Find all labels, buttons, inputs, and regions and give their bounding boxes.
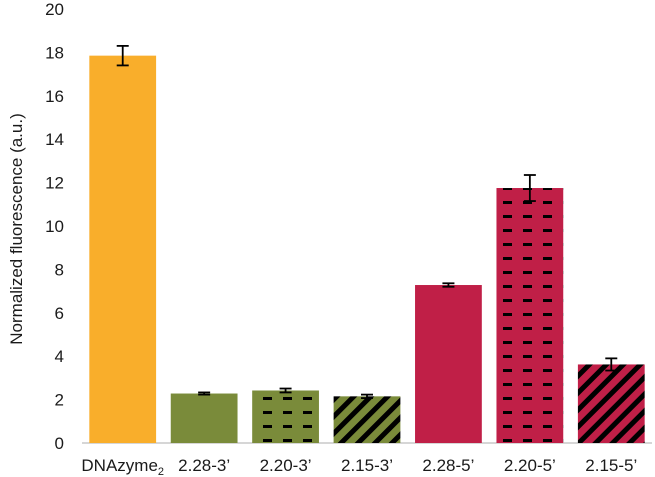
- x-tick-label: 2.28-3’: [178, 456, 230, 475]
- y-tick-label: 8: [55, 260, 64, 279]
- error-bar: [361, 393, 373, 399]
- bar: [252, 390, 319, 443]
- error-bar: [442, 282, 455, 288]
- y-tick-label: 12: [45, 174, 64, 193]
- x-tick-label: 2.20-5’: [504, 456, 556, 475]
- y-tick-label: 18: [45, 43, 64, 62]
- error-bar: [523, 174, 536, 202]
- x-tick-label: 2.28-5’: [422, 456, 474, 475]
- error-bar: [279, 387, 292, 394]
- y-tick-label: 10: [45, 217, 64, 236]
- y-axis-ticks: 0 2 4 6 8 10 12 14 16 18 20: [45, 0, 64, 453]
- y-tick-label: 14: [45, 130, 64, 149]
- bar: [577, 364, 645, 443]
- y-tick-label: 16: [45, 87, 64, 106]
- y-tick-label: 0: [55, 434, 64, 453]
- x-tick-label: 2.15-5’: [585, 456, 637, 475]
- error-bar: [198, 391, 211, 396]
- x-tick-label: 2.15-3’: [341, 456, 393, 475]
- y-axis-label: Normalized fluorescence (a.u.): [7, 113, 26, 344]
- error-bar: [605, 357, 618, 372]
- y-tick-label: 20: [45, 0, 64, 19]
- y-tick-label: 2: [55, 391, 64, 410]
- x-tick-label: 2.20-3’: [260, 456, 312, 475]
- bar: [333, 396, 401, 443]
- bar: [89, 55, 157, 443]
- y-tick-label: 4: [55, 347, 64, 366]
- bars: [89, 55, 645, 443]
- error-bar: [116, 44, 129, 67]
- bar: [170, 393, 238, 443]
- error-bars: [116, 44, 618, 399]
- x-tick-label: DNAzyme2: [81, 456, 164, 477]
- x-axis-tick-labels: DNAzyme2 2.28-3’ 2.20-3’ 2.15-3’ 2.28-5’ 2.20…: [81, 456, 637, 477]
- bar: [496, 188, 564, 443]
- y-tick-label: 6: [55, 304, 64, 323]
- bar: [415, 285, 482, 443]
